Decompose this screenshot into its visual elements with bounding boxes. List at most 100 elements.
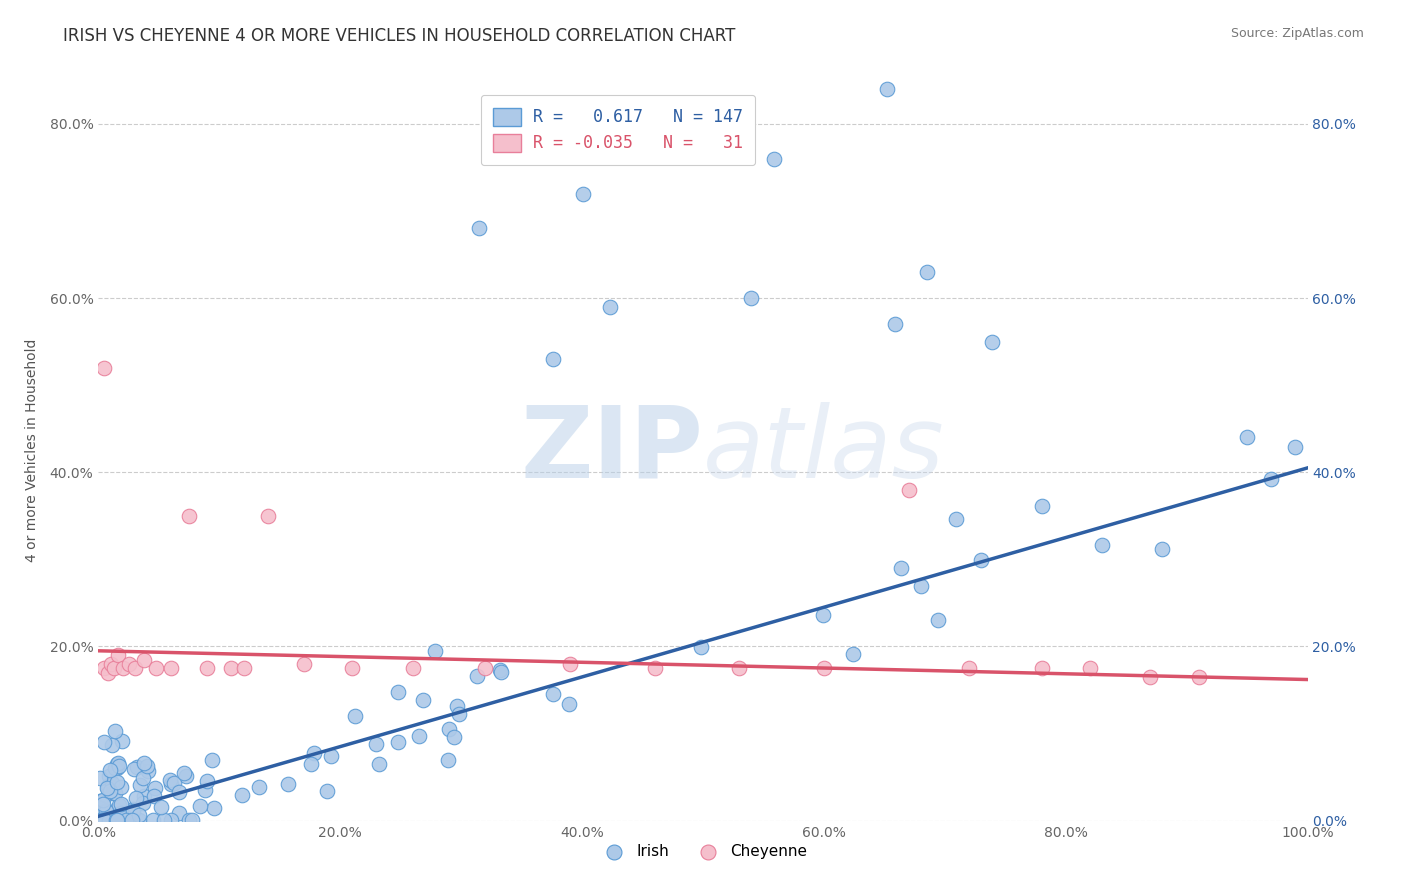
Point bbox=[408, 729, 430, 743]
Point bbox=[107, 648, 129, 662]
Point bbox=[1031, 500, 1053, 514]
Point bbox=[89, 813, 111, 827]
Point bbox=[876, 82, 898, 96]
Point bbox=[247, 780, 270, 795]
Point bbox=[1284, 440, 1306, 454]
Point bbox=[104, 804, 127, 818]
Point bbox=[159, 772, 181, 787]
Point bbox=[169, 806, 191, 821]
Point bbox=[557, 697, 579, 711]
Point bbox=[124, 661, 146, 675]
Point bbox=[134, 652, 156, 666]
Point bbox=[107, 813, 129, 827]
Point bbox=[811, 607, 834, 622]
Point bbox=[572, 186, 595, 201]
Point bbox=[173, 766, 195, 780]
Point bbox=[111, 813, 134, 827]
Point bbox=[153, 813, 176, 827]
Point bbox=[98, 784, 121, 798]
Point bbox=[98, 813, 121, 827]
Point bbox=[1188, 670, 1211, 684]
Point bbox=[167, 785, 190, 799]
Point bbox=[890, 561, 912, 575]
Point bbox=[387, 685, 409, 699]
Point bbox=[97, 779, 120, 793]
Text: atlas: atlas bbox=[703, 402, 945, 499]
Point bbox=[101, 813, 124, 827]
Point bbox=[945, 512, 967, 526]
Point bbox=[111, 734, 134, 748]
Point bbox=[125, 791, 148, 805]
Point bbox=[762, 152, 785, 166]
Point bbox=[970, 552, 993, 566]
Point bbox=[541, 687, 564, 701]
Point bbox=[302, 746, 325, 760]
Point bbox=[145, 780, 167, 795]
Point bbox=[366, 737, 388, 751]
Point bbox=[449, 707, 471, 722]
Point bbox=[541, 351, 564, 366]
Point bbox=[100, 739, 122, 753]
Point bbox=[128, 813, 150, 827]
Point bbox=[108, 813, 131, 827]
Point bbox=[188, 798, 211, 813]
Point bbox=[179, 508, 201, 523]
Point bbox=[89, 795, 111, 809]
Point bbox=[315, 784, 337, 798]
Point bbox=[1236, 429, 1258, 443]
Point bbox=[1260, 472, 1282, 486]
Point bbox=[195, 774, 218, 789]
Point bbox=[103, 813, 125, 827]
Point bbox=[402, 661, 425, 675]
Point bbox=[91, 797, 114, 812]
Point bbox=[118, 813, 141, 827]
Point bbox=[439, 723, 461, 737]
Point bbox=[96, 804, 118, 818]
Point bbox=[101, 786, 124, 800]
Point bbox=[883, 317, 905, 331]
Point bbox=[94, 813, 117, 827]
Point bbox=[131, 796, 153, 810]
Point bbox=[122, 805, 145, 819]
Point bbox=[599, 300, 621, 314]
Point bbox=[132, 772, 155, 786]
Point bbox=[110, 806, 132, 821]
Point bbox=[174, 769, 197, 783]
Point bbox=[160, 777, 183, 791]
Point bbox=[232, 661, 254, 675]
Point bbox=[162, 776, 184, 790]
Point bbox=[110, 797, 132, 811]
Point bbox=[101, 775, 124, 789]
Point bbox=[841, 647, 863, 661]
Point bbox=[134, 789, 156, 803]
Point bbox=[107, 813, 129, 827]
Point bbox=[114, 813, 136, 827]
Point bbox=[104, 723, 127, 738]
Point bbox=[104, 761, 127, 775]
Point bbox=[89, 771, 111, 785]
Point bbox=[728, 661, 751, 675]
Point bbox=[136, 764, 159, 779]
Point bbox=[100, 813, 122, 827]
Point bbox=[93, 360, 115, 375]
Point bbox=[97, 665, 120, 680]
Point bbox=[368, 757, 391, 772]
Point bbox=[120, 813, 142, 827]
Point bbox=[105, 813, 128, 827]
Point bbox=[412, 692, 434, 706]
Text: ZIP: ZIP bbox=[520, 402, 703, 499]
Point bbox=[124, 762, 146, 776]
Point bbox=[321, 748, 343, 763]
Point bbox=[344, 708, 367, 723]
Point bbox=[107, 756, 129, 770]
Point bbox=[143, 789, 166, 803]
Point bbox=[980, 334, 1002, 349]
Point bbox=[105, 761, 128, 775]
Point bbox=[465, 668, 488, 682]
Point bbox=[97, 768, 120, 782]
Point bbox=[112, 809, 135, 823]
Point bbox=[104, 813, 127, 827]
Point bbox=[145, 661, 167, 675]
Point bbox=[94, 813, 117, 827]
Point bbox=[108, 813, 131, 827]
